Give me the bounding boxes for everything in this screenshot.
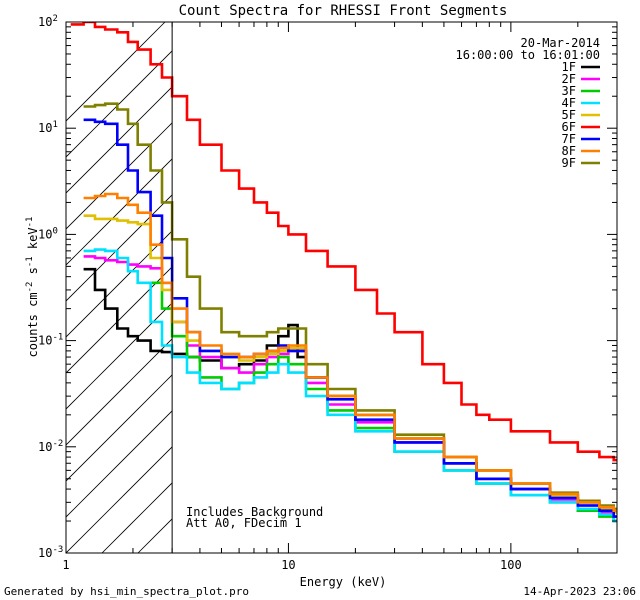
y-tick-base: 10 — [38, 546, 52, 560]
y-tick-base: 10 — [38, 15, 52, 29]
hatch-line — [66, 158, 173, 266]
hatch-line — [282, 22, 640, 553]
hatch-line — [570, 22, 640, 553]
series-9F-line — [83, 102, 617, 511]
hatch-line — [246, 22, 640, 553]
footer-generator: Generated by hsi_min_spectra_plot.pro — [4, 585, 249, 598]
y-axis-label: counts cm-2 s-1 keV-1 — [25, 217, 40, 358]
y-tick-exponent: -3 — [52, 545, 63, 555]
legend-label-9F: 9F — [562, 156, 576, 170]
y-tick-base: 10 — [38, 227, 52, 241]
hatch-line — [426, 22, 640, 553]
hatch-line — [318, 22, 640, 553]
y-axis-label-mid: s — [26, 267, 40, 281]
series-6F-line — [70, 22, 617, 462]
hatch-line — [66, 86, 173, 194]
hatch-line — [101, 482, 173, 553]
chart-title: Count Spectra for RHESSI Front Segments — [179, 3, 508, 19]
time-range-label: 16:00:00 to 16:01:00 — [456, 48, 601, 62]
legend-label-6F: 6F — [562, 120, 576, 134]
hatch-line — [66, 302, 173, 410]
hatch-line — [534, 22, 640, 553]
hatch-line — [66, 50, 173, 158]
y-axis-label-exp2: -1 — [25, 256, 35, 267]
y-tick-exponent: 1 — [52, 120, 57, 130]
y-axis-label-main: counts cm — [26, 292, 40, 357]
legend-label-1F: 1F — [562, 60, 576, 74]
y-tick-label: 10-2 — [38, 439, 63, 454]
series-5F-line — [83, 214, 617, 514]
hatch-line — [390, 22, 640, 553]
footer-timestamp: 14-Apr-2023 23:06 — [523, 585, 636, 598]
hatch-line — [606, 22, 640, 553]
x-tick-labels: 1 10 100 — [62, 558, 521, 572]
series-7F-line — [83, 118, 617, 518]
hatch-line — [66, 230, 173, 338]
legend-label-8F: 8F — [562, 144, 576, 158]
legend-label-7F: 7F — [562, 132, 576, 146]
plot-frame — [65, 21, 618, 554]
series-8F-line — [83, 192, 617, 512]
series-layer — [70, 22, 617, 523]
y-tick-label: 101 — [38, 120, 58, 135]
hatch-line — [66, 410, 173, 518]
y-tick-exponent: 0 — [52, 226, 57, 236]
y-tick-label: 102 — [38, 14, 58, 29]
x-tick-label: 1 — [62, 558, 69, 572]
axis-ticks — [65, 21, 618, 554]
hatch-line — [66, 446, 173, 553]
hatch-line — [462, 22, 640, 553]
y-tick-exponent: -2 — [52, 439, 63, 449]
hatch-line — [66, 122, 173, 230]
hatch-line — [354, 22, 640, 553]
series-4F-line — [83, 248, 617, 523]
hatch-line — [66, 22, 166, 122]
y-tick-base: 10 — [38, 121, 52, 135]
date-label: 20-Mar-2014 — [521, 36, 600, 50]
y-tick-exponent: 2 — [52, 14, 57, 24]
y-tick-label: 10-3 — [38, 545, 63, 560]
legend-label-5F: 5F — [562, 108, 576, 122]
y-axis-label-exp1: -2 — [25, 282, 35, 293]
note-attenuator: Att A0, FDecim 1 — [186, 516, 302, 530]
y-tick-exponent: -1 — [52, 333, 63, 343]
legend-label-3F: 3F — [562, 84, 576, 98]
y-axis-label-exp3: -1 — [25, 217, 35, 228]
hatch-line — [66, 374, 173, 482]
legend-label-2F: 2F — [562, 72, 576, 86]
y-tick-base: 10 — [38, 440, 52, 454]
x-axis-label: Energy (keV) — [300, 575, 387, 589]
y-tick-label: 100 — [38, 226, 58, 241]
legend-label-4F: 4F — [562, 96, 576, 110]
note-background: Includes Background — [186, 505, 323, 519]
x-tick-label: 100 — [500, 558, 522, 572]
x-tick-label: 10 — [281, 558, 295, 572]
hatch-line — [66, 194, 173, 302]
y-axis-label-end: keV — [26, 227, 40, 256]
y-tick-label: 10-1 — [38, 333, 63, 348]
y-tick-base: 10 — [38, 334, 52, 348]
series-2F-line — [83, 255, 617, 518]
